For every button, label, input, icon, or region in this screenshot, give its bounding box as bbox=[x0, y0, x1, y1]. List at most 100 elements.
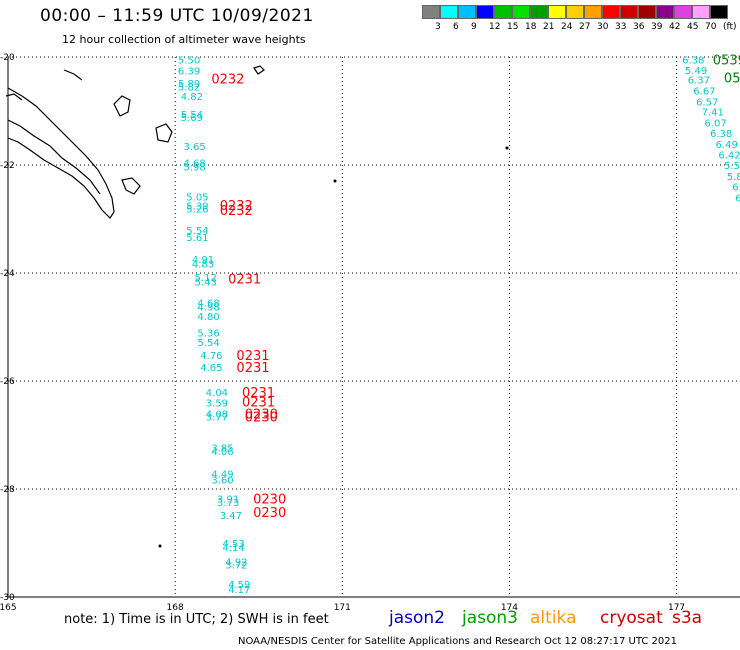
wave-height-label: 4.17 bbox=[228, 585, 250, 596]
wave-height-label: 5.39 bbox=[186, 202, 208, 213]
wave-height-label: 4.04 bbox=[206, 388, 228, 399]
wave-height-label: 3.72 bbox=[225, 561, 247, 572]
coastline-path bbox=[253, 65, 265, 75]
island-dot bbox=[505, 146, 509, 150]
satellite-label-altika: altika bbox=[530, 608, 577, 628]
legend-swatch bbox=[602, 5, 620, 19]
legend-swatch bbox=[530, 5, 548, 19]
x-tick-label: 171 bbox=[334, 603, 351, 613]
legend-label: 42 bbox=[669, 22, 681, 32]
wave-height-label: 4.08 bbox=[206, 409, 228, 420]
legend-label: 39 bbox=[651, 22, 663, 32]
legend-swatch bbox=[548, 5, 566, 19]
legend-label: 27 bbox=[579, 22, 591, 32]
wave-height-label: 5.89 bbox=[727, 172, 740, 183]
wave-height-label: 6.57 bbox=[696, 97, 718, 108]
y-tick-label: -22 bbox=[0, 161, 15, 171]
coastline-path bbox=[113, 95, 131, 117]
legend-swatch bbox=[674, 5, 692, 19]
wave-height-label: 3.59 bbox=[206, 399, 228, 410]
wave-height-label: 7.41 bbox=[702, 108, 724, 119]
x-tick-label: 165 bbox=[0, 603, 17, 613]
wave-height-label: 4.06 bbox=[211, 447, 233, 458]
wave-height-label: 5.49 bbox=[685, 66, 707, 77]
legend-label: 45 bbox=[687, 22, 699, 32]
wave-height-label: 5.98 bbox=[184, 163, 206, 174]
wave-height-label: 3.91 bbox=[217, 495, 239, 506]
time-label: 0231 bbox=[242, 396, 275, 411]
coastline-path bbox=[7, 119, 101, 195]
legend-swatch bbox=[584, 5, 602, 19]
wave-height-label: 5.69 bbox=[181, 113, 203, 124]
legend-label: 30 bbox=[597, 22, 609, 32]
wave-height-label: 6.07 bbox=[704, 118, 726, 129]
legend-swatch bbox=[710, 5, 728, 19]
wave-height-label: 6.01 bbox=[735, 193, 740, 204]
chart-title: 00:00 – 11:59 UTC 10/09/2021 bbox=[40, 6, 314, 26]
x-tick-label: 174 bbox=[501, 603, 518, 613]
wave-height-label: 4.92 bbox=[225, 557, 247, 568]
time-label: 0232 bbox=[211, 73, 244, 88]
wave-height-label: 3.47 bbox=[220, 511, 242, 522]
wave-height-label: 3.77 bbox=[206, 413, 228, 424]
time-label: 0230 bbox=[253, 506, 286, 521]
wave-height-label: 6.49 bbox=[716, 140, 738, 151]
y-tick-label: -24 bbox=[0, 269, 15, 279]
coastline-path bbox=[155, 123, 173, 143]
wave-height-label: 5.54 bbox=[197, 338, 219, 349]
legend-swatch bbox=[620, 5, 638, 19]
footer-credit: NOAA/NESDIS Center for Satellite Applica… bbox=[238, 636, 677, 647]
wave-height-label: 4.91 bbox=[192, 255, 214, 266]
x-tick-label: 177 bbox=[668, 603, 685, 613]
wave-height-label: 4.68 bbox=[184, 158, 206, 169]
wave-height-label: 5.26 bbox=[186, 205, 208, 216]
time-label: 0231 bbox=[236, 349, 269, 364]
wave-height-label: 3.65 bbox=[184, 142, 206, 153]
wave-height-label: 4.83 bbox=[192, 259, 214, 270]
wave-height-label: 5.54 bbox=[181, 110, 203, 121]
wave-height-label: 4.14 bbox=[223, 543, 245, 554]
wave-height-label: 3.85 bbox=[211, 443, 233, 454]
legend-swatch bbox=[656, 5, 674, 19]
wave-height-label: 4.80 bbox=[197, 312, 219, 323]
wave-height-label: 4.68 bbox=[197, 299, 219, 310]
time-label: 0231 bbox=[242, 386, 275, 401]
y-tick-label: -20 bbox=[0, 53, 15, 63]
legend-label: 33 bbox=[615, 22, 627, 32]
time-label: 0230 bbox=[253, 493, 286, 508]
legend-swatch bbox=[494, 5, 512, 19]
legend-swatch bbox=[692, 5, 710, 19]
legend-label: 9 bbox=[471, 22, 477, 32]
time-label: 0231 bbox=[236, 361, 269, 376]
coastline-path bbox=[7, 87, 115, 219]
island-dot bbox=[333, 179, 337, 183]
wave-height-label: 3.60 bbox=[211, 475, 233, 486]
time-label: 0230 bbox=[245, 407, 278, 422]
wave-height-label: 5.61 bbox=[186, 233, 208, 244]
legend-label: 24 bbox=[561, 22, 573, 32]
time-label: 0230 bbox=[245, 411, 278, 426]
y-tick-label: -30 bbox=[0, 593, 15, 603]
wave-height-label: 5.54 bbox=[186, 226, 208, 237]
wave-height-label: 4.98 bbox=[197, 302, 219, 313]
wave-height-label: 5.05 bbox=[186, 192, 208, 203]
wave-height-label: 4.76 bbox=[200, 351, 222, 362]
wave-height-label: 5.89 bbox=[178, 79, 200, 90]
legend-swatch bbox=[440, 5, 458, 19]
time-label: 0232 bbox=[220, 199, 253, 214]
coastline-path bbox=[63, 69, 83, 81]
wave-height-label: 4.65 bbox=[200, 363, 222, 374]
legend-label: (ft) bbox=[723, 22, 737, 32]
satellite-label-jason3: jason3 bbox=[462, 608, 518, 628]
wave-height-label: 6.67 bbox=[693, 86, 715, 97]
wave-height-label: 3.73 bbox=[217, 498, 239, 509]
wave-height-label: 5.82 bbox=[178, 83, 200, 94]
coastline-path bbox=[121, 177, 141, 195]
island-dot bbox=[158, 544, 162, 548]
wave-height-label: 4.82 bbox=[181, 92, 203, 103]
legend-label: 6 bbox=[453, 22, 459, 32]
footer-note: note: 1) Time is in UTC; 2) SWH is in fe… bbox=[64, 612, 329, 627]
wave-height-label: 4.53 bbox=[223, 539, 245, 550]
legend-label: 15 bbox=[507, 22, 519, 32]
